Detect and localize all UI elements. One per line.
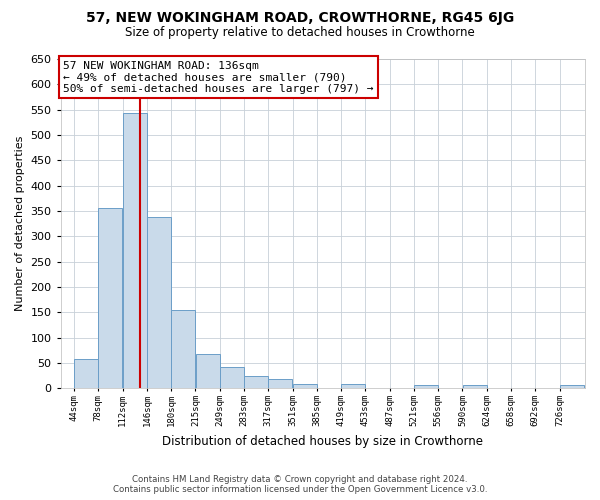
X-axis label: Distribution of detached houses by size in Crowthorne: Distribution of detached houses by size … <box>163 434 484 448</box>
Bar <box>147 217 171 388</box>
Bar <box>463 385 487 388</box>
Bar <box>341 384 365 388</box>
Bar <box>98 208 122 388</box>
Bar <box>244 376 268 388</box>
Text: 57, NEW WOKINGHAM ROAD, CROWTHORNE, RG45 6JG: 57, NEW WOKINGHAM ROAD, CROWTHORNE, RG45… <box>86 11 514 25</box>
Bar <box>414 385 438 388</box>
Bar <box>171 310 196 388</box>
Text: 57 NEW WOKINGHAM ROAD: 136sqm
← 49% of detached houses are smaller (790)
50% of : 57 NEW WOKINGHAM ROAD: 136sqm ← 49% of d… <box>64 60 374 94</box>
Bar <box>560 385 584 388</box>
Bar <box>268 379 292 388</box>
Bar <box>123 113 147 388</box>
Bar <box>74 360 98 388</box>
Bar <box>293 384 317 388</box>
Text: Contains HM Land Registry data © Crown copyright and database right 2024.
Contai: Contains HM Land Registry data © Crown c… <box>113 474 487 494</box>
Bar <box>196 354 220 388</box>
Bar <box>220 367 244 388</box>
Y-axis label: Number of detached properties: Number of detached properties <box>15 136 25 312</box>
Text: Size of property relative to detached houses in Crowthorne: Size of property relative to detached ho… <box>125 26 475 39</box>
